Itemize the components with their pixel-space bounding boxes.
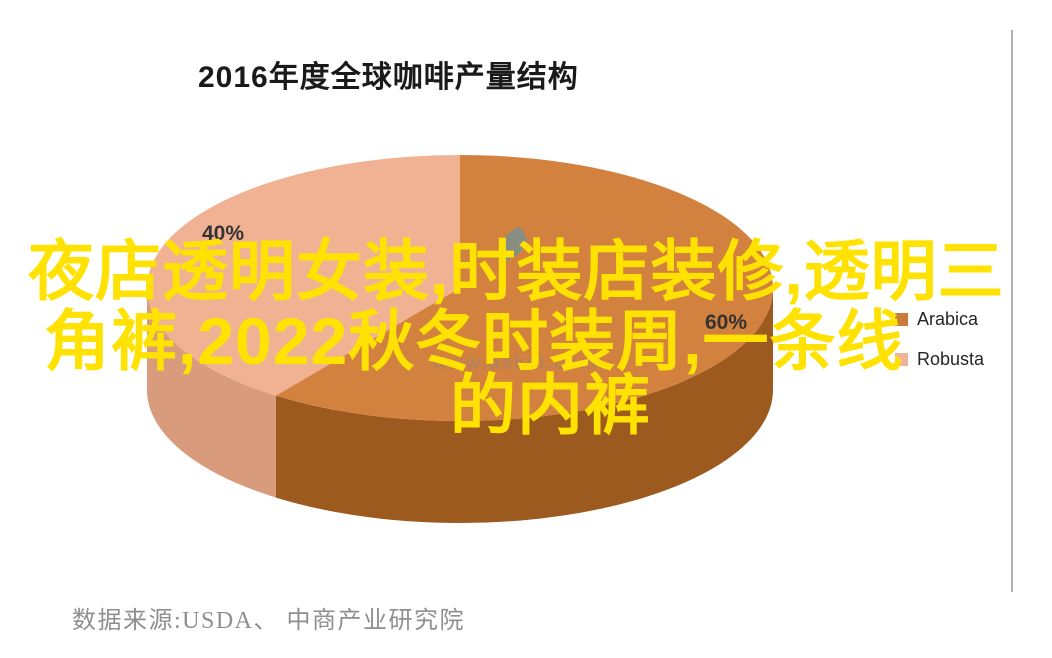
arabica-slice-top bbox=[276, 155, 773, 421]
chart-title: 2016年度全球咖啡产量结构 bbox=[198, 61, 579, 94]
legend-item-robusta: Robusta bbox=[895, 348, 984, 370]
robusta-swatch-icon bbox=[895, 352, 908, 366]
data-source-note: 数据来源:USDA、 中商产业研究院 bbox=[72, 608, 466, 634]
overlay-caption-line-2: 角裤,2022秋冬时装周,一条线 bbox=[44, 304, 904, 378]
robusta-percent-label: 40% bbox=[202, 222, 245, 245]
legend-label-arabica: Arabica bbox=[917, 308, 979, 329]
arabica-swatch-icon bbox=[895, 312, 908, 326]
chart-legend: Arabica Robusta bbox=[895, 308, 984, 388]
overlay-caption-line-1: 夜店透明女装,时装店装修,透明三 bbox=[28, 234, 1005, 308]
arabica-percent-label: 60% bbox=[705, 311, 748, 334]
overlay-caption-line-3: 的内裤 bbox=[450, 368, 651, 442]
legend-item-arabica: Arabica bbox=[895, 308, 984, 330]
legend-label-robusta: Robusta bbox=[917, 348, 985, 369]
arabica-slice-side bbox=[276, 288, 774, 524]
robusta-slice-top bbox=[146, 154, 460, 396]
watermark-url: www.askci.com bbox=[432, 353, 599, 374]
vertical-divider-line bbox=[1011, 30, 1013, 592]
robusta-slice-side bbox=[147, 288, 276, 498]
